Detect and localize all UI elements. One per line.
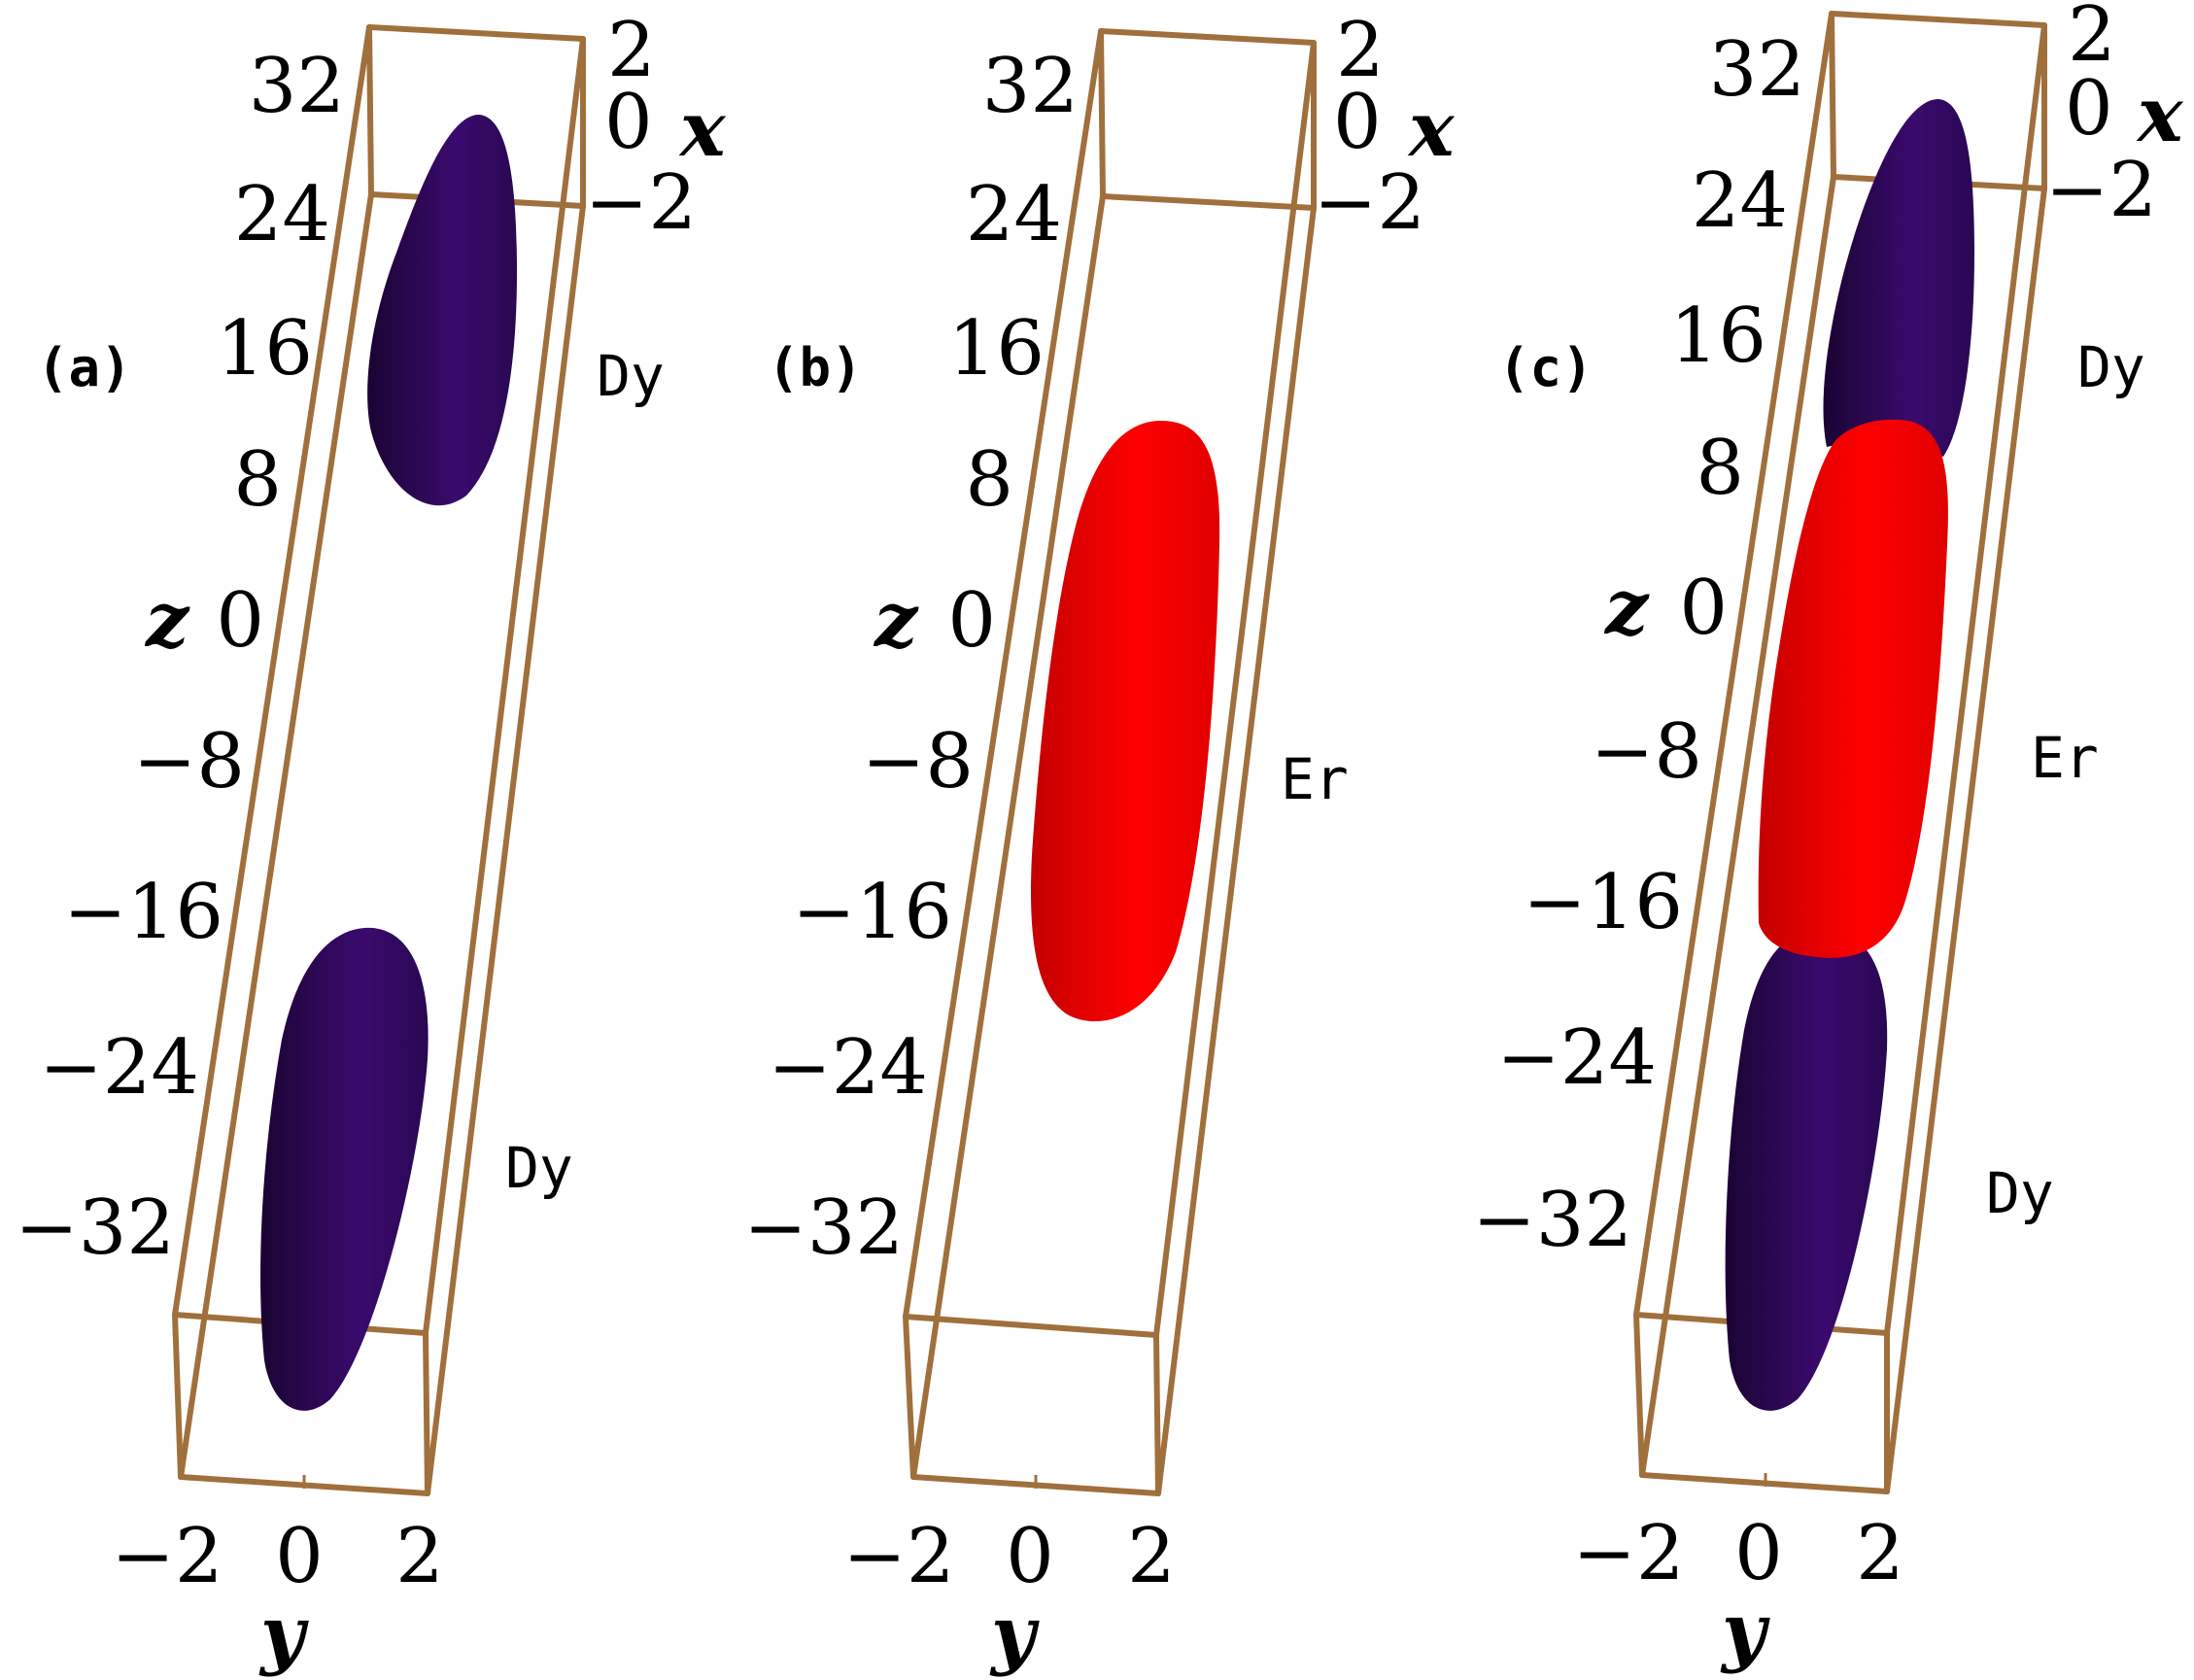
x-tick-c-neg2: −2 [2045, 147, 2157, 234]
y-tick-c-0: 0 [1734, 1510, 1783, 1597]
dy-cloud-a-bottom [260, 927, 429, 1411]
z-tick-b-8: 8 [965, 436, 1013, 524]
bounding-box-a [172, 24, 586, 1496]
z-tick-c-neg16: −16 [1523, 859, 1683, 946]
z-tick-b-neg8: −8 [862, 718, 974, 806]
z-tick-c-neg24: −24 [1496, 1014, 1657, 1102]
z-tick-a-16: 16 [217, 305, 313, 393]
x-tick-b-0: 0 [1333, 79, 1382, 166]
x-axis-label-c: x [2136, 71, 2184, 159]
dy-cloud-c-top [1823, 99, 1974, 457]
z-tick-b-neg16: −16 [792, 869, 952, 956]
y-tick-b-2: 2 [1127, 1513, 1176, 1600]
z-tick-a-neg8: −8 [133, 718, 245, 806]
z-tick-c-neg32: −32 [1472, 1177, 1632, 1264]
z-tick-c-16: 16 [1670, 292, 1766, 380]
z-tick-b-16: 16 [948, 305, 1045, 393]
y-tick-b-0: 0 [1006, 1513, 1054, 1600]
panel-b: (b) 32 24 16 8 0 z −8 −16 −24 −32 2 0 x [743, 7, 1456, 1678]
x-tick-c-2: 2 [2068, 0, 2116, 79]
species-label-a-dy-top: Dy [597, 343, 665, 409]
z-tick-c-0: 0 [1679, 565, 1728, 652]
z-axis-label-c: z [1603, 564, 1650, 652]
z-tick-a-neg32: −32 [15, 1184, 175, 1272]
y-tick-a-0: 0 [275, 1513, 324, 1600]
panel-label-c: (c) [1498, 337, 1594, 398]
z-tick-a-neg16: −16 [63, 869, 223, 956]
x-tick-b-2: 2 [1336, 7, 1385, 94]
z-tick-c-32: 32 [1709, 26, 1805, 114]
y-tick-c-2: 2 [1856, 1510, 1904, 1597]
species-label-c-dy-bottom: Dy [1986, 1160, 2054, 1226]
z-tick-a-24: 24 [234, 171, 330, 258]
species-label-c-dy-top: Dy [2077, 334, 2145, 400]
species-label-c-er: Er [2031, 725, 2099, 791]
z-tick-b-neg32: −32 [743, 1184, 904, 1272]
x-tick-c-0: 0 [2065, 65, 2113, 153]
dy-cloud-a-top [367, 115, 517, 506]
panel-label-b: (b) [768, 337, 863, 398]
x-tick-a-neg2: −2 [585, 159, 697, 247]
z-tick-c-8: 8 [1696, 425, 1744, 512]
er-cloud-b [1030, 420, 1220, 1022]
dy-cloud-c-bottom [1725, 927, 1888, 1411]
z-tick-a-8: 8 [233, 436, 282, 524]
y-tick-c-neg2: −2 [1573, 1510, 1685, 1597]
bounding-box-c [1633, 11, 2047, 1494]
x-tick-a-2: 2 [607, 7, 656, 94]
panel-c: (c) 32 24 16 8 0 z −8 −16 −24 −32 2 [1472, 0, 2184, 1675]
y-axis-label-b: y [989, 1590, 1040, 1678]
species-label-a-dy-bottom: Dy [505, 1135, 573, 1201]
y-tick-b-neg2: −2 [843, 1513, 955, 1600]
z-tick-a-32: 32 [249, 43, 345, 130]
z-tick-b-24: 24 [966, 171, 1062, 258]
z-axis-label-a: z [144, 576, 190, 665]
er-cloud-c [1758, 419, 1948, 958]
y-axis-label-a: y [258, 1590, 309, 1678]
panel-label-a: (a) [37, 337, 132, 398]
x-axis-label-b: x [1407, 86, 1456, 174]
z-tick-c-neg8: −8 [1591, 708, 1702, 796]
x-axis-label-a: x [678, 86, 727, 174]
z-tick-c-24: 24 [1692, 157, 1788, 245]
x-tick-a-0: 0 [604, 79, 653, 166]
z-tick-b-neg24: −24 [768, 1024, 928, 1112]
z-tick-b-0: 0 [947, 577, 996, 665]
x-tick-b-neg2: −2 [1314, 159, 1425, 247]
z-tick-a-0: 0 [216, 577, 264, 665]
z-axis-label-b: z [873, 576, 919, 665]
z-tick-b-32: 32 [982, 43, 1079, 130]
y-tick-a-neg2: −2 [112, 1513, 223, 1600]
panel-a: (a) 32 24 16 8 0 z −8 −16 −24 −32 2 0 [15, 7, 727, 1678]
y-tick-a-2: 2 [395, 1513, 444, 1600]
z-tick-a-neg24: −24 [39, 1024, 199, 1112]
species-label-b-er: Er [1281, 746, 1349, 812]
y-axis-label-c: y [1720, 1587, 1770, 1675]
